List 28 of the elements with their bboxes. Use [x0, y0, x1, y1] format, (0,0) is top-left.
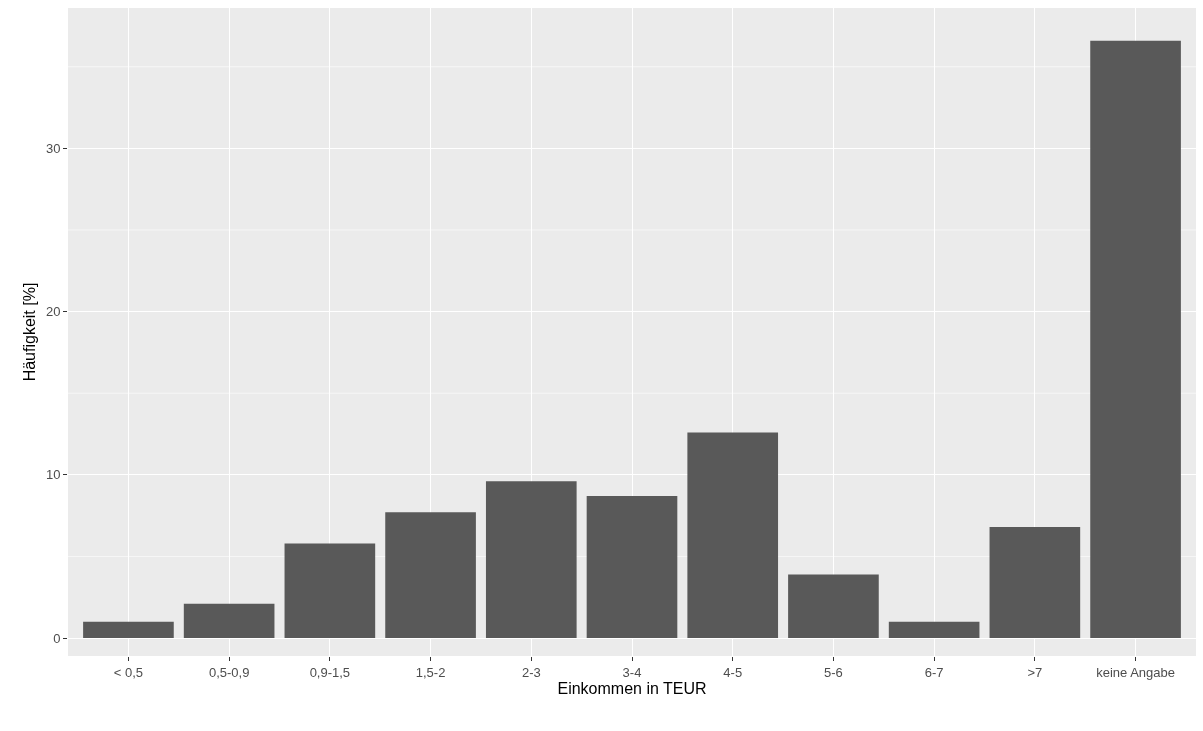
y-tick-label: 10: [45, 467, 61, 483]
x-tick-label: 1,5-2: [415, 664, 446, 680]
y-axis-title: Häufigkeit [%]: [20, 282, 38, 382]
bar: [586, 496, 678, 639]
x-tick-label: 3-4: [622, 664, 642, 680]
x-tick-label: 0,5-0,9: [208, 664, 250, 680]
x-tick-label: 6-7: [924, 664, 944, 680]
bar: [385, 512, 476, 639]
bar: [687, 432, 779, 639]
bar: [284, 543, 376, 639]
x-tick-label: >7: [1027, 664, 1043, 680]
x-tick-label: 5-6: [824, 664, 843, 680]
bar: [183, 603, 275, 639]
x-tick-label: 2-3: [521, 664, 541, 680]
bar: [788, 574, 879, 639]
y-tick-label: 0: [53, 630, 61, 646]
bar: [888, 621, 980, 639]
bar: [989, 527, 1081, 639]
x-tick-label: 0,9-1,5: [309, 664, 351, 680]
x-tick-label: < 0,5: [113, 664, 144, 680]
x-axis-title: Einkommen in TEUR: [557, 680, 707, 698]
y-tick-label: 20: [45, 304, 61, 320]
bar: [1090, 40, 1181, 639]
bar: [485, 481, 577, 639]
x-tick-label: keine Angabe: [1096, 664, 1175, 680]
y-tick-label: 30: [45, 140, 61, 156]
x-tick-label: 4-5: [723, 664, 743, 680]
bar: [83, 621, 174, 639]
